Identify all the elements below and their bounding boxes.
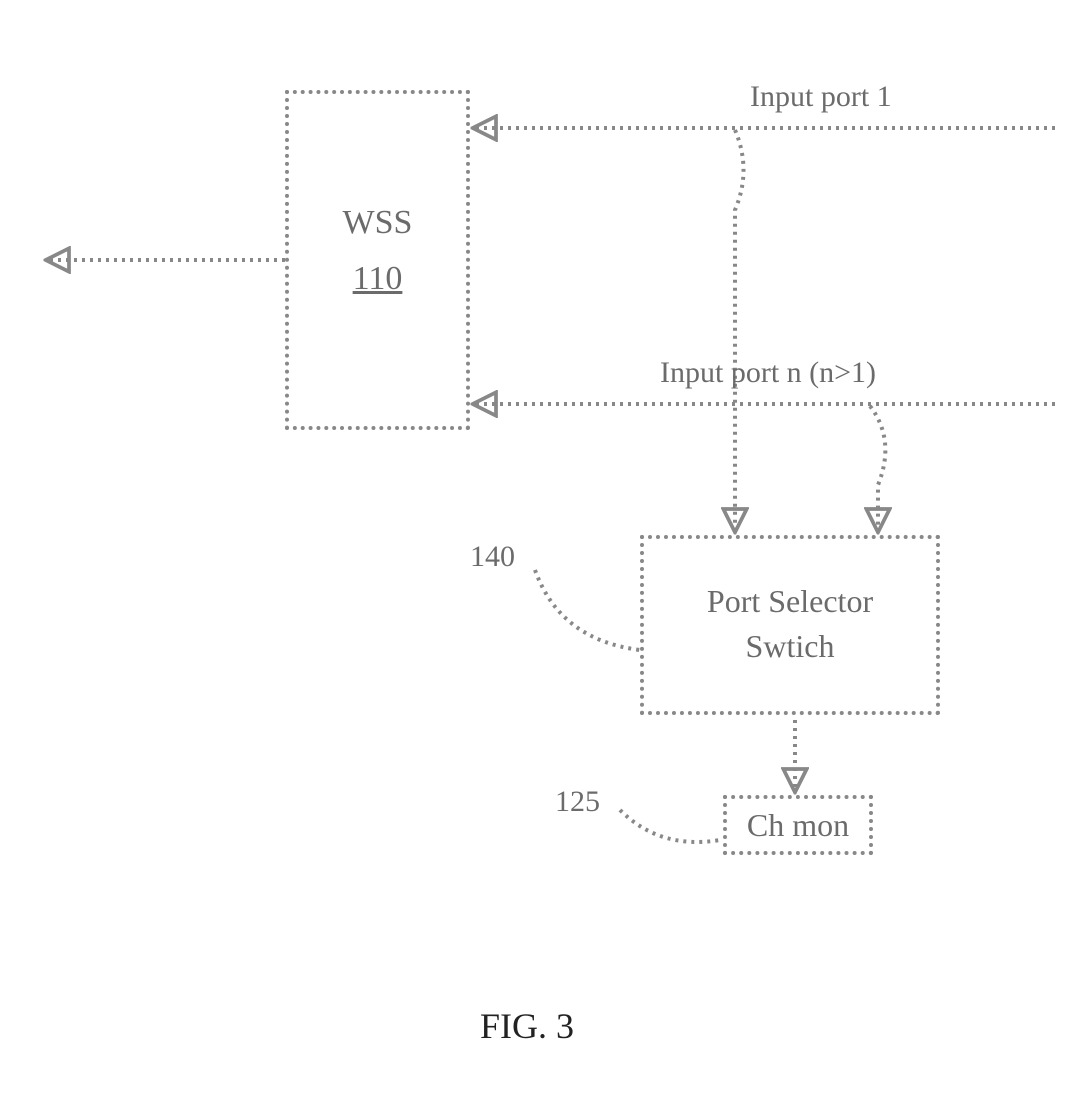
- ref-140: 140: [470, 540, 515, 574]
- port-selector-line2: Swtich: [644, 624, 936, 669]
- ch-mon-label: Ch mon: [747, 807, 849, 843]
- wss-ref: 110: [289, 260, 466, 298]
- port-selector-node: Port Selector Swtich: [640, 535, 940, 715]
- wss-node: WSS 110: [285, 90, 470, 430]
- ref-125: 125: [555, 785, 600, 819]
- port-selector-line1: Port Selector: [644, 579, 936, 624]
- input-port-1-label: Input port 1: [750, 80, 892, 114]
- figure-caption: FIG. 3: [480, 1005, 574, 1047]
- ch-mon-node: Ch mon: [723, 795, 873, 855]
- input-port-n-label: Input port n (n>1): [660, 356, 876, 390]
- wss-label: WSS: [289, 204, 466, 242]
